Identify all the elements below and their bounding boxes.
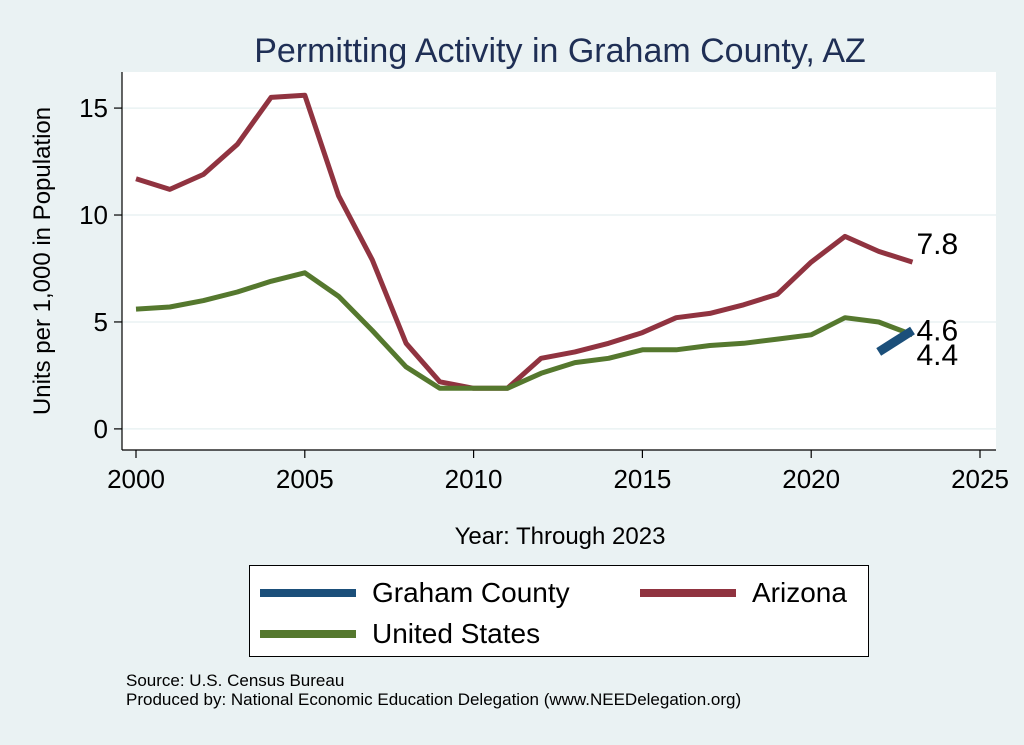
x-tick-label: 2025 — [951, 464, 1009, 494]
legend-item-graham-county: Graham County — [260, 577, 570, 608]
axes: 0 5 10 15 2000 2005 2010 2015 2020 2025 — [79, 72, 1009, 494]
legend-label-graham-county: Graham County — [372, 577, 570, 608]
end-label-graham-county: 4.6 — [916, 315, 958, 348]
series-line-graham-county — [876, 326, 915, 356]
legend-swatch-arizona — [640, 589, 736, 597]
legend-swatch-united-states — [260, 630, 356, 638]
legend-label-united-states: United States — [372, 618, 541, 649]
x-tick-label: 2015 — [613, 464, 671, 494]
chart-legend: Graham County Arizona United States — [249, 565, 869, 657]
y-tick-label: 0 — [94, 414, 108, 444]
y-axis-label: Units per 1,000 in Population — [29, 107, 56, 415]
end-label-arizona: 7.8 — [916, 228, 958, 261]
series-line-arizona — [135, 92, 914, 391]
legend-label-arizona: Arizona — [752, 577, 847, 608]
y-tick-label: 15 — [79, 93, 108, 123]
producer-note: Produced by: National Economic Education… — [126, 690, 742, 709]
plot-area — [122, 72, 996, 450]
series-line-united-states — [135, 270, 914, 391]
legend-swatch-graham-county — [260, 589, 356, 597]
y-tick-label: 10 — [79, 200, 108, 230]
x-tick-label: 2010 — [445, 464, 503, 494]
end-labels: 4.6 7.8 4.4 — [916, 228, 958, 372]
chart-notes: Source: U.S. Census Bureau Produced by: … — [126, 671, 741, 709]
source-note: Source: U.S. Census Bureau — [126, 671, 345, 690]
chart-title: Permitting Activity in Graham County, AZ — [254, 32, 866, 70]
x-tick-label: 2020 — [782, 464, 840, 494]
x-axis-label: Year: Through 2023 — [455, 523, 666, 550]
gridlines — [122, 107, 996, 430]
y-tick-label: 5 — [94, 307, 108, 337]
x-tick-label: 2000 — [107, 464, 165, 494]
legend-item-united-states: United States — [260, 618, 541, 649]
legend-item-arizona: Arizona — [640, 577, 847, 608]
end-label-united-states: 4.4 — [916, 339, 958, 372]
series-lines — [135, 92, 915, 391]
x-tick-label: 2005 — [276, 464, 334, 494]
